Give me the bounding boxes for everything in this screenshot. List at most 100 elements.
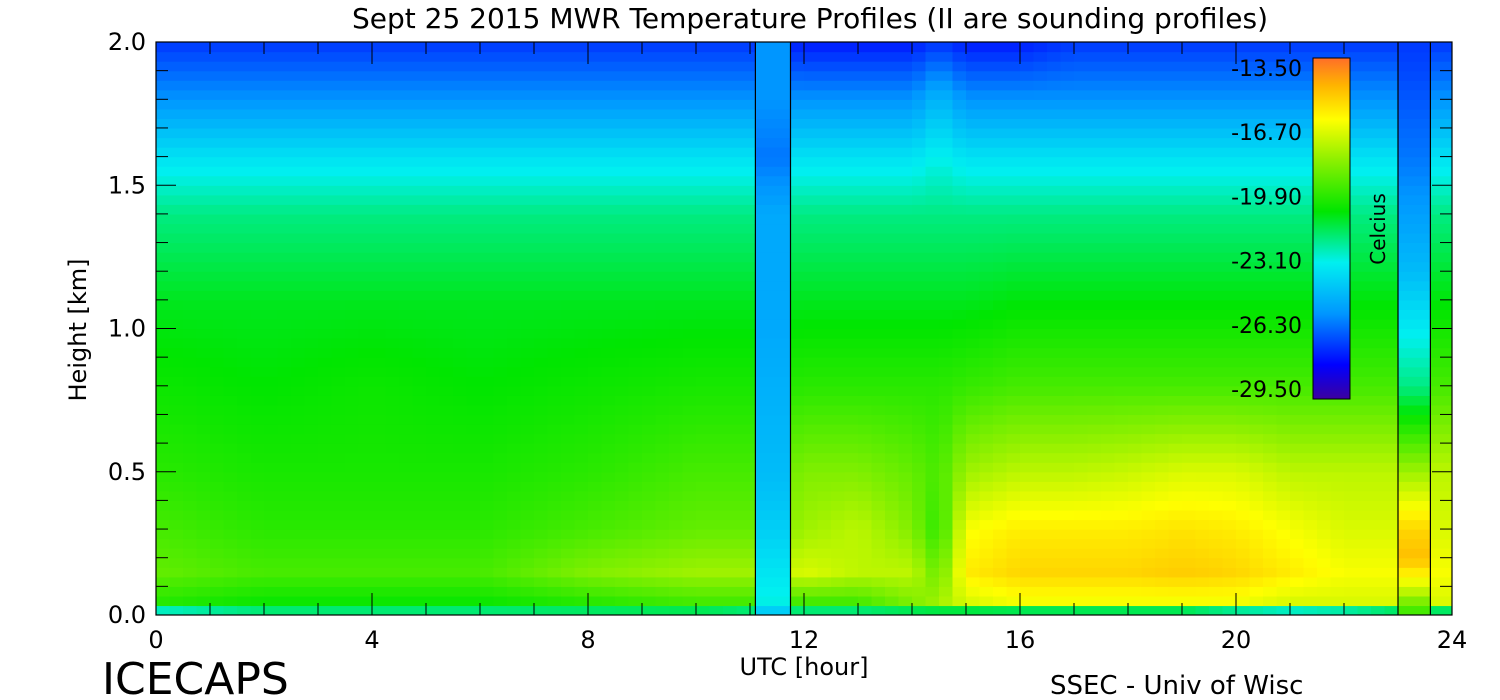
heatmap-cell bbox=[1101, 147, 1116, 158]
heatmap-cell bbox=[493, 567, 508, 578]
heatmap-cell bbox=[1155, 70, 1170, 81]
heatmap-cell bbox=[1195, 280, 1210, 291]
heatmap-cell bbox=[844, 204, 859, 215]
heatmap-cell bbox=[1222, 481, 1237, 492]
heatmap-cell bbox=[318, 118, 333, 129]
heatmap-cell bbox=[669, 509, 684, 521]
heatmap-cell bbox=[993, 567, 1008, 578]
heatmap-cell bbox=[642, 261, 657, 272]
heatmap-cell bbox=[1006, 309, 1021, 320]
heatmap-cell bbox=[669, 309, 684, 320]
heatmap-cell bbox=[615, 490, 630, 501]
heatmap-cell bbox=[696, 385, 711, 396]
heatmap-cell bbox=[790, 80, 805, 91]
heatmap-cell bbox=[642, 80, 657, 91]
heatmap-cell bbox=[534, 252, 549, 263]
heatmap-cell bbox=[345, 509, 360, 521]
heatmap-cell bbox=[628, 70, 643, 81]
heatmap-cell bbox=[1047, 328, 1062, 339]
heatmap-cell bbox=[574, 51, 589, 62]
heatmap-cell bbox=[1236, 567, 1251, 578]
heatmap-cell bbox=[1114, 261, 1129, 272]
heatmap-cell bbox=[1074, 70, 1089, 81]
heatmap-cell bbox=[453, 223, 468, 234]
heatmap-cell bbox=[466, 347, 481, 358]
heatmap-cell bbox=[912, 299, 927, 310]
heatmap-cell bbox=[223, 61, 238, 72]
heatmap-cell bbox=[979, 185, 994, 196]
heatmap-cell bbox=[507, 156, 522, 167]
heatmap-cell bbox=[291, 166, 306, 177]
heatmap-cell bbox=[574, 433, 589, 444]
heatmap-cell bbox=[1209, 42, 1224, 53]
heatmap-cell bbox=[520, 576, 535, 587]
heatmap-cell bbox=[453, 395, 468, 406]
heatmap-cell bbox=[601, 538, 616, 549]
heatmap-cell bbox=[736, 357, 751, 368]
heatmap-cell bbox=[196, 395, 211, 406]
heatmap-cell bbox=[345, 156, 360, 167]
heatmap-cell bbox=[453, 318, 468, 330]
heatmap-cell bbox=[399, 471, 414, 482]
heatmap-cell bbox=[817, 605, 832, 615]
heatmap-cell bbox=[223, 605, 238, 615]
heatmap-cell bbox=[1168, 595, 1183, 607]
heatmap-cell bbox=[237, 318, 252, 330]
heatmap-cell bbox=[871, 538, 886, 549]
heatmap-cell bbox=[817, 376, 832, 387]
heatmap-cell bbox=[831, 500, 846, 511]
heatmap-cell bbox=[979, 242, 994, 253]
heatmap-cell bbox=[642, 61, 657, 72]
heatmap-cell bbox=[304, 127, 319, 139]
heatmap-cell bbox=[1087, 424, 1102, 435]
heatmap-cell bbox=[1209, 318, 1224, 330]
heatmap-cell bbox=[831, 366, 846, 377]
heatmap-cell bbox=[561, 509, 576, 521]
heatmap-cell bbox=[1263, 242, 1278, 253]
heatmap-cell bbox=[912, 595, 927, 607]
heatmap-cell bbox=[534, 385, 549, 396]
heatmap-cell bbox=[1182, 127, 1197, 139]
heatmap-cell bbox=[1087, 605, 1102, 615]
heatmap-cell bbox=[588, 557, 603, 568]
heatmap-cell bbox=[817, 519, 832, 530]
heatmap-cell bbox=[993, 443, 1008, 454]
heatmap-cell bbox=[804, 490, 819, 501]
heatmap-cell bbox=[736, 147, 751, 158]
heatmap-cell bbox=[1060, 328, 1075, 339]
heatmap-cell bbox=[1047, 70, 1062, 81]
heatmap-cell bbox=[183, 328, 198, 339]
heatmap-cell bbox=[790, 271, 805, 282]
heatmap-cell bbox=[1020, 586, 1035, 597]
heatmap-cell bbox=[790, 204, 805, 215]
heatmap-cell bbox=[196, 147, 211, 158]
heatmap-cell bbox=[291, 414, 306, 425]
heatmap-cell bbox=[790, 328, 805, 339]
heatmap-cell bbox=[804, 99, 819, 110]
heatmap-cell bbox=[655, 233, 670, 244]
heatmap-cell bbox=[939, 414, 954, 425]
heatmap-cell bbox=[277, 261, 292, 272]
heatmap-cell bbox=[372, 433, 387, 444]
heatmap-cell bbox=[993, 156, 1008, 167]
heatmap-cell bbox=[1047, 42, 1062, 53]
heatmap-cell bbox=[547, 443, 562, 454]
heatmap-cell bbox=[291, 223, 306, 234]
heatmap-cell bbox=[156, 194, 171, 205]
heatmap-cell bbox=[1020, 385, 1035, 396]
heatmap-cell bbox=[291, 137, 306, 148]
heatmap-cell bbox=[993, 519, 1008, 530]
heatmap-cell bbox=[385, 404, 400, 416]
heatmap-cell bbox=[939, 338, 954, 349]
heatmap-cell bbox=[642, 452, 657, 463]
heatmap-cell bbox=[1020, 490, 1035, 501]
heatmap-cell bbox=[318, 80, 333, 91]
heatmap-cell bbox=[169, 376, 184, 387]
heatmap-cell bbox=[709, 366, 724, 377]
heatmap-cell bbox=[561, 89, 576, 100]
heatmap-cell bbox=[372, 500, 387, 511]
heatmap-cell bbox=[1020, 99, 1035, 110]
heatmap-cell bbox=[250, 99, 265, 110]
heatmap-cell bbox=[696, 309, 711, 320]
heatmap-cell bbox=[574, 538, 589, 549]
